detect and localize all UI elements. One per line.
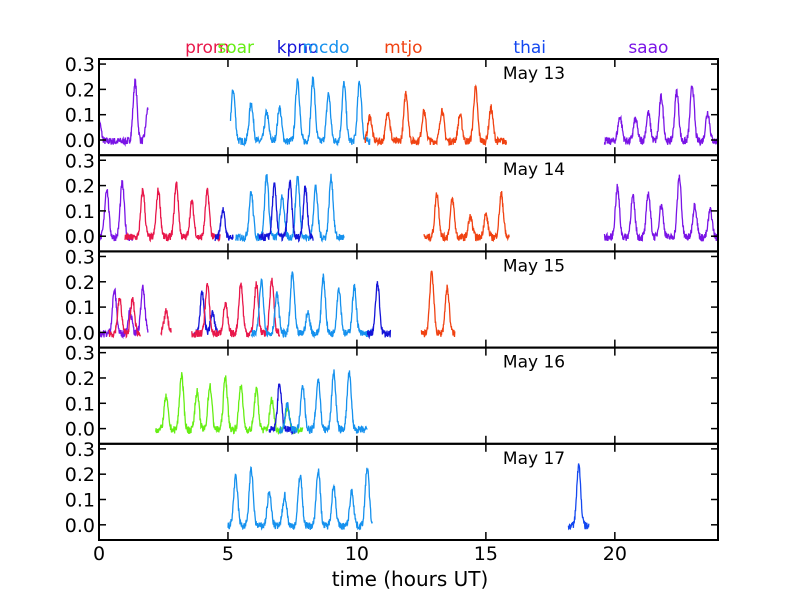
series-mtjo-panel-3-seg-8 [420,270,456,338]
series-kpno-panel-3-seg-7 [366,281,392,340]
y-tick-label: 0.3 [65,150,95,172]
series-kpno-panel-2-seg-3 [214,207,234,242]
station-label-mcdo: mcdo [302,38,349,58]
x-tick-label: 5 [222,543,234,565]
y-tick-label: 0.2 [65,176,95,198]
y-tick-label: 0.0 [65,130,95,152]
series-mcdo-panel-4-seg-3 [278,369,368,435]
x-tick-label: 10 [345,543,369,565]
panel-date-label: May 15 [503,256,565,276]
station-label-prom: prom [185,38,229,58]
x-tick-label: 15 [474,543,498,565]
panel-frame [98,346,719,445]
y-tick-label: 0.3 [65,439,95,461]
series-prom-panel-3-seg-5 [191,277,281,338]
series-mcdo-panel-1-seg-2 [229,76,371,147]
series-saao-panel-1-seg-1 [99,78,149,148]
series-kpno-panel-4-seg-2 [268,383,296,435]
station-label-saao: saao [628,38,668,58]
y-tick-label: 0.2 [65,272,95,294]
x-tick-label: 20 [603,543,627,565]
panel-1: 0.0 0.1 0.2 0.3 May 13 [65,54,719,157]
series-mcdo-panel-2-seg-4 [235,173,345,243]
y-tick-label: 0.0 [65,322,95,344]
panel-5: 0.0 0.1 0.2 0.3 May 17 [65,439,719,541]
series-saao-panel-3-seg-1 [99,284,149,340]
panel-date-label: May 13 [503,64,565,84]
station-label-mtjo: mtjo [384,38,422,58]
series-mtjo-panel-1-seg-3 [364,84,508,147]
series-saao-panel-1-seg-4 [603,85,718,147]
panel-date-label: May 16 [503,353,565,373]
series-kpno-panel-2-seg-5 [258,179,314,243]
y-tick-label: 0.1 [65,297,95,319]
y-tick-label: 0.2 [65,464,95,486]
station-label-thai: thai [513,38,546,58]
series-thai-panel-5-seg-2 [567,463,590,531]
station-label-soar: soar [217,38,254,58]
y-tick-label: 0.2 [65,79,95,101]
y-tick-label: 0.2 [65,368,95,390]
panel-2: 0.0 0.1 0.2 0.3 May 14 [65,150,719,253]
y-tick-label: 0.1 [65,393,95,415]
panel-4: 0.0 0.1 0.2 0.3 May 16 [65,343,719,445]
panel-frame [98,442,719,541]
series-kpno-panel-3-seg-4 [193,290,219,338]
x-axis: 0 5 10 15 20 [93,543,627,565]
panel-3: 0.0 0.1 0.2 0.3 May 15 [65,246,719,349]
station-label-kpno: kpno [277,38,319,58]
series-saao-panel-2-seg-1 [99,179,134,244]
series-mcdo-panel-5-seg-1 [227,466,373,531]
series-saao-panel-2-seg-7 [603,174,718,243]
series-mtjo-panel-2-seg-6 [423,191,510,243]
series-soar-panel-4-seg-1 [155,372,304,436]
x-axis-label: time (hours UT) [332,567,489,591]
series-prom-panel-3-seg-3 [160,308,172,337]
y-tick-label: 0.0 [65,515,95,537]
x-tick-label: 0 [93,543,105,565]
y-tick-label: 0.3 [65,246,95,268]
panel-date-label: May 14 [503,160,565,180]
y-tick-label: 0.1 [65,105,95,127]
y-tick-label: 0.1 [65,201,95,223]
series-mcdo-panel-3-seg-6 [250,271,373,339]
y-tick-label: 0.1 [65,489,95,511]
y-tick-label: 0.0 [65,226,95,248]
y-tick-label: 0.0 [65,419,95,441]
panel-date-label: May 17 [503,449,565,469]
y-tick-label: 0.3 [65,54,95,76]
y-tick-label: 0.3 [65,343,95,365]
series-prom-panel-3-seg-2 [108,297,141,339]
series-prom-panel-2-seg-2 [124,181,221,243]
panels: 0.00.10.20.3 May 130.00.10.20.3 May 140.00… [65,54,719,541]
